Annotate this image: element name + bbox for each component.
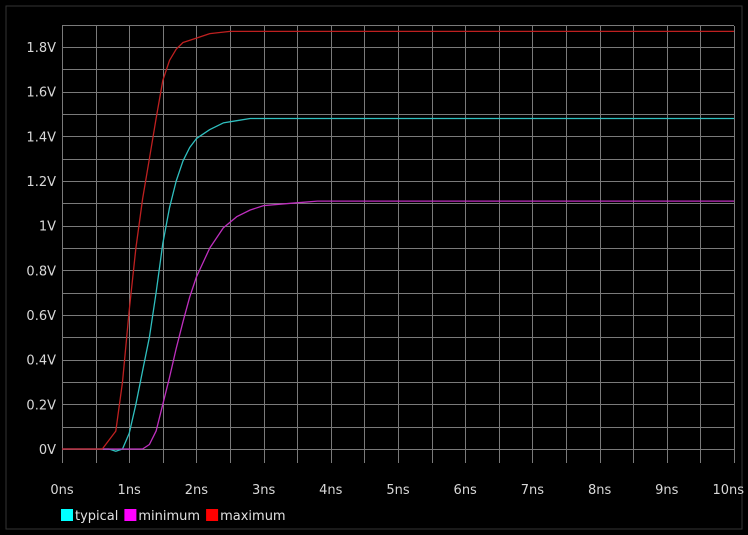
legend-swatch-typical bbox=[61, 509, 73, 521]
x-tick-label-8: 8ns bbox=[588, 483, 612, 498]
y-tick-label-3: 0.6V bbox=[26, 309, 56, 324]
x-axis-tick-labels: 0ns 1ns 2ns 3ns 4ns 5ns 6ns 7ns 8ns 9ns 10ns bbox=[50, 483, 744, 498]
plot-frame bbox=[5, 5, 743, 530]
legend-label-maximum: maximum bbox=[220, 509, 286, 524]
y-tick-label-0: 0V bbox=[39, 443, 56, 458]
legend: typical minimum maximum bbox=[61, 509, 286, 524]
x-tick-label-4: 4ns bbox=[319, 483, 343, 498]
y-tick-label-4: 0.8V bbox=[26, 264, 56, 279]
x-tick-label-3: 3ns bbox=[252, 483, 276, 498]
y-tick-label-1: 0.2V bbox=[26, 398, 56, 413]
x-tick-label-5: 5ns bbox=[386, 483, 410, 498]
legend-label-minimum: minimum bbox=[138, 509, 200, 524]
legend-label-typical: typical bbox=[75, 509, 118, 524]
x-tick-label-6: 6ns bbox=[454, 483, 478, 498]
x-tick-label-1: 1ns bbox=[118, 483, 142, 498]
y-tick-label-6: 1.2V bbox=[26, 175, 56, 190]
x-tick-label-0: 0ns bbox=[50, 483, 74, 498]
x-tick-label-10: 10ns bbox=[712, 483, 744, 498]
series-lines bbox=[62, 30, 734, 452]
y-tick-label-2: 0.4V bbox=[26, 354, 56, 369]
y-tick-label-8: 1.6V bbox=[26, 86, 56, 101]
series-line-minimum bbox=[62, 200, 734, 450]
legend-swatch-minimum bbox=[124, 509, 137, 521]
x-tick-label-9: 9ns bbox=[655, 483, 679, 498]
series-line-typical bbox=[62, 117, 734, 452]
legend-swatch-maximum bbox=[206, 509, 219, 521]
y-axis-tick-labels: 0V 0.2V 0.4V 0.6V 0.8V 1V 1.2V 1.4V 1.6V 1.8V bbox=[26, 41, 56, 458]
y-tick-label-5: 1V bbox=[39, 220, 56, 235]
x-tick-label-7: 7ns bbox=[521, 483, 545, 498]
y-tick-label-9: 1.8V bbox=[26, 41, 56, 56]
y-tick-label-7: 1.4V bbox=[26, 130, 56, 145]
x-tick-label-2: 2ns bbox=[185, 483, 209, 498]
series-line-maximum bbox=[62, 30, 734, 450]
